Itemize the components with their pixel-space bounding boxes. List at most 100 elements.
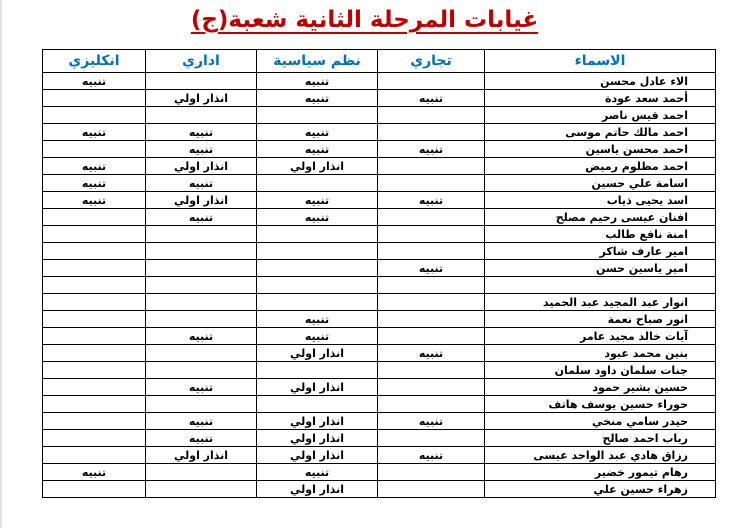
absence-status-cell: تنبيه [145,412,257,430]
absence-status-cell [145,395,257,413]
table-row: اسد يحيى ذياب تنبيه تنبيه انذار اولي تنبيه [42,191,716,209]
absence-status-cell: تنبيه [377,344,485,362]
student-name-cell: امير عارف شاكر [484,242,716,260]
absence-status-cell: تنبيه [42,123,146,141]
absence-status-cell [145,259,257,277]
absence-status-cell [145,276,257,294]
absence-status-cell: انذار اولي [145,89,257,107]
absence-status-cell [145,361,257,379]
absence-status-cell: تنبيه [256,72,378,90]
absence-status-cell: تنبيه [42,157,146,175]
absence-status-cell [42,242,146,260]
absence-status-cell [145,106,257,124]
absence-status-cell [256,225,378,243]
student-name-cell: احمد قيس ناصر [484,106,716,124]
absence-status-cell [42,140,146,158]
absence-status-cell [42,89,146,107]
absence-status-cell [42,276,146,294]
absence-status-cell [42,259,146,277]
table-row: حوراء حسين يوسف هاتف [42,395,716,413]
absence-status-cell: تنبيه [256,123,378,141]
absence-status-cell [145,225,257,243]
table-row: اسامة علي حسين تنبيه تنبيه [42,174,716,192]
absence-status-cell: انذار اولي [256,412,378,430]
absence-status-cell: تنبيه [377,412,485,430]
absence-status-cell [256,174,378,192]
absence-status-cell: تنبيه [145,378,257,396]
absence-status-cell [256,395,378,413]
table-row: حيدر سامي منخي تنبيه انذار اولي تنبيه [42,412,716,430]
absence-status-cell: تنبيه [42,72,146,90]
absence-status-cell [42,412,146,430]
absence-status-cell: انذار اولي [145,157,257,175]
absence-status-cell [377,378,485,396]
absence-status-cell [42,480,146,498]
absence-status-cell: تنبيه [256,191,378,209]
table-row: انوار عبد المجيد عبد الحميد [42,293,716,311]
absence-status-cell [377,310,485,328]
student-name-cell: امنة نافع طالب [484,225,716,243]
absence-status-cell [42,378,146,396]
absence-status-cell [377,157,485,175]
table-row: أحمد سعد عودة تنبيه تنبيه انذار اولي [42,89,716,107]
absence-status-cell [256,106,378,124]
absence-status-cell [377,361,485,379]
absence-status-cell [42,429,146,447]
absence-status-cell [42,106,146,124]
absence-status-cell: تنبيه [145,123,257,141]
table-row: امير ياسين حسن تنبيه [42,259,716,277]
table-row: انور صباح نعمة تنبيه [42,310,716,328]
absence-status-cell: تنبيه [145,327,257,345]
absence-status-cell: تنبيه [256,463,378,481]
absence-status-cell: تنبيه [145,140,257,158]
absence-status-cell: تنبيه [377,259,485,277]
page-left-edge [0,0,2,528]
absence-table-body: الاء عادل محسن تنبيه تنبيه أحمد سعد عودة تنب… [42,72,716,498]
absence-status-cell [145,480,257,498]
absence-status-cell [42,361,146,379]
student-name-cell: انوار عبد المجيد عبد الحميد [484,293,716,311]
student-name-cell: أحمد سعد عودة [484,89,716,107]
absence-status-cell [377,106,485,124]
student-name-cell: رهام تيمور خضير [484,463,716,481]
student-name-cell: رزاق هادي عبد الواحد عيسى [484,446,716,464]
student-name-cell: انور صباح نعمة [484,310,716,328]
absence-status-cell: تنبيه [377,140,485,158]
table-row: بنين محمد عبود تنبيه انذار اولي [42,344,716,362]
absence-status-cell: انذار اولي [256,480,378,498]
table-row: رزاق هادي عبد الواحد عيسى تنبيه انذار اولي… [42,446,716,464]
absence-status-cell: انذار اولي [256,429,378,447]
absence-status-cell [377,293,485,311]
absence-status-cell: انذار اولي [256,446,378,464]
absence-status-cell: انذار اولي [145,191,257,209]
absence-status-cell [42,310,146,328]
absence-status-cell: تنبيه [256,140,378,158]
absence-status-cell [42,327,146,345]
absence-status-cell [256,361,378,379]
student-name-cell: حوراء حسين يوسف هاتف [484,395,716,413]
student-name-cell: احمد مالك حاتم موسى [484,123,716,141]
absence-status-cell: انذار اولي [256,157,378,175]
table-row: حسين بشير حمود انذار اولي تنبيه [42,378,716,396]
absence-status-cell [42,344,146,362]
table-row: الاء عادل محسن تنبيه تنبيه [42,72,716,90]
absence-status-cell: تنبيه [256,310,378,328]
absence-status-cell [377,123,485,141]
absence-status-cell [256,242,378,260]
absence-status-cell [377,463,485,481]
student-name-cell: افنان عيسى رحيم مصلح [484,208,716,226]
absence-table: الاسماء تجاري نظم سياسية اداري انكليزي ا… [42,49,716,498]
column-header-nudhum-siyasiya: نظم سياسية [256,49,378,73]
table-row: احمد مالك حاتم موسى تنبيه تنبيه تنبيه [42,123,716,141]
table-header-row: الاسماء تجاري نظم سياسية اداري انكليزي [42,49,716,73]
absence-status-cell: تنبيه [377,446,485,464]
absence-status-cell: تنبيه [42,191,146,209]
absence-status-cell: تنبيه [256,89,378,107]
student-name-cell: زهراء حسين علي [484,480,716,498]
absence-status-cell [377,225,485,243]
absence-status-cell: تنبيه [377,191,485,209]
absence-status-cell [377,480,485,498]
absence-status-cell: تنبيه [42,174,146,192]
absence-status-cell: انذار اولي [145,446,257,464]
table-row: رياب احمد صالح انذار اولي تنبيه [42,429,716,447]
